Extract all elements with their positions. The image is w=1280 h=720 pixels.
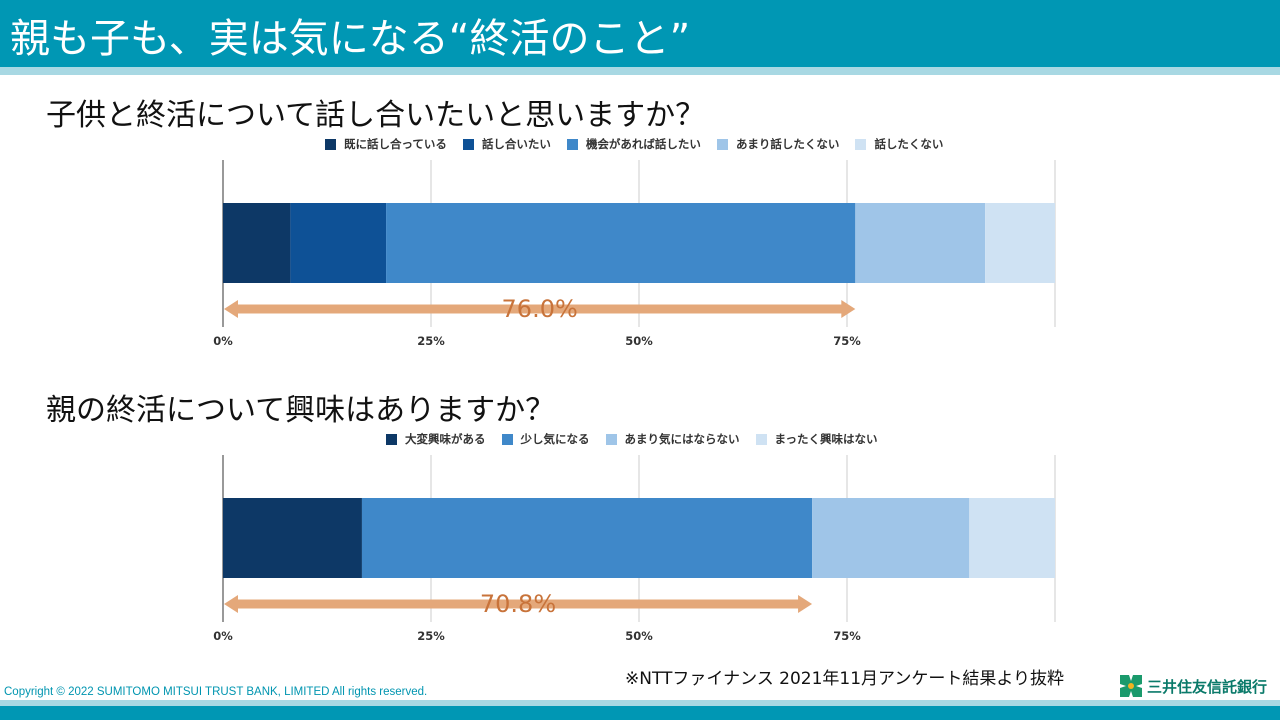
chart1-legend-item: 話したくない	[855, 136, 943, 152]
slide-title: 親も子も、実は気になる“終活のこと”	[10, 16, 691, 62]
footer-stripe	[0, 700, 1280, 706]
header-stripe	[0, 67, 1280, 75]
logo-text: 三井住友信託銀行	[1147, 677, 1268, 696]
chart1-tick-label: 0%	[213, 334, 233, 348]
chart1-annotation-arrow	[224, 300, 856, 318]
source-note: ※NTTファイナンス 2021年11月アンケート結果より抜粋	[625, 669, 1065, 689]
chart2-legend-item: まったく興味はない	[755, 431, 878, 447]
chart2-tick-label: 25%	[417, 629, 445, 643]
chart2-tick-label: 75%	[833, 629, 861, 643]
chart1-bar-segment	[855, 203, 986, 283]
chart2-bar-segment	[223, 498, 362, 578]
chart2-tick-label: 50%	[625, 629, 653, 643]
chart1-bar-segment	[223, 203, 291, 283]
chart2-legend: 大変興味がある 少し気になる あまり気にはならない まったく興味はない	[386, 431, 894, 447]
chart2-legend-item: 少し気になる	[501, 431, 590, 447]
chart1-legend-label: 話し合いたい	[481, 137, 551, 151]
chart2-question: 親の終活について興味はありますか？	[46, 393, 556, 428]
chart1-legend-swatch	[566, 138, 578, 150]
chart1-tick-label: 25%	[417, 334, 445, 348]
chart1-legend-swatch	[462, 138, 474, 150]
chart1-annotation-label: 76.0%	[502, 295, 578, 323]
chart2-legend-label: まったく興味はない	[774, 432, 878, 446]
chart1-legend-swatch	[855, 138, 867, 150]
chart1-legend-label: 話したくない	[874, 137, 944, 151]
chart1-bar-segment	[290, 203, 387, 283]
chart1-legend-item: 機会があれば話したい	[566, 136, 701, 152]
chart1-legend-item: 既に話し合っている	[325, 136, 447, 152]
chart2-legend-label: あまり気にはならない	[624, 432, 740, 446]
chart1-bar-segment	[985, 203, 1055, 283]
footer-bar	[0, 706, 1280, 720]
chart2-tick-label: 0%	[213, 629, 233, 643]
chart1-tick-label: 50%	[625, 334, 653, 348]
chart1-legend-label: 既に話し合っている	[344, 137, 447, 151]
chart2-legend-swatch	[386, 433, 397, 445]
chart2-legend-label: 少し気になる	[520, 432, 590, 446]
logo-icon	[1120, 675, 1142, 697]
chart2-legend-swatch	[755, 433, 767, 445]
chart1-legend: 既に話し合っている 話し合いたい 機会があれば話したい あまり話したくない 話したくない	[325, 136, 959, 152]
chart1-legend-swatch	[716, 138, 728, 150]
chart2-legend-item: 大変興味がある	[386, 431, 486, 447]
chart1-bar-segment	[386, 203, 856, 283]
chart1-tick-label: 75%	[833, 334, 861, 348]
chart2-annotation-arrow	[224, 595, 813, 613]
chart2-bar-segment	[361, 498, 813, 578]
header-bar: 親も子も、実は気になる“終活のこと”	[0, 0, 1280, 67]
chart2-legend-item: あまり気にはならない	[605, 431, 740, 447]
chart2-bar-segment	[812, 498, 970, 578]
company-logo: 三井住友信託銀行	[1120, 675, 1267, 697]
chart1-legend-item: あまり話したくない	[716, 136, 840, 152]
chart1-legend-item: 話し合いたい	[462, 136, 551, 152]
chart2-legend-label: 大変興味がある	[405, 432, 486, 446]
chart1-legend-swatch	[325, 138, 336, 150]
chart2-legend-swatch	[501, 433, 513, 445]
chart2-bar-segment	[969, 498, 1055, 578]
chart1: 76.0% 0% 25% 50% 75%	[213, 160, 1056, 348]
chart1-question: 子供と終活について話し合いたいと思いますか？	[46, 98, 706, 133]
chart2-annotation-label: 70.8%	[480, 590, 556, 618]
chart1-legend-label: あまり話したくない	[735, 137, 840, 151]
copyright-text: Copyright © 2022 SUMITOMO MITSUI TRUST B…	[4, 686, 428, 698]
chart1-legend-label: 機会があれば話したい	[585, 137, 701, 151]
chart2: 70.8% 0% 25% 50% 75%	[213, 455, 1056, 643]
chart2-legend-swatch	[605, 433, 617, 445]
